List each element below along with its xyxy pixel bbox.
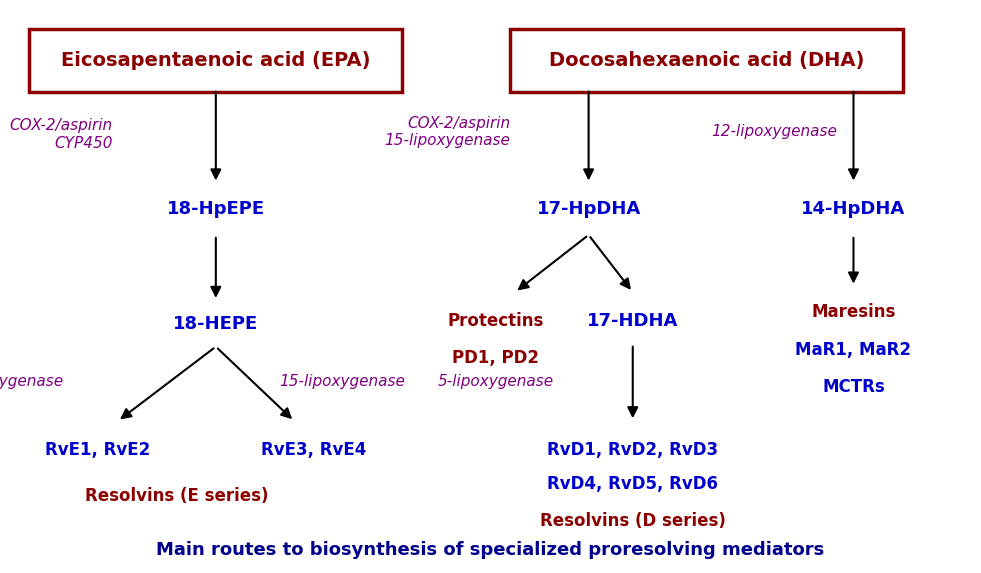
Text: 12-lipoxygenase: 12-lipoxygenase	[711, 124, 837, 139]
Text: RvD4, RvD5, RvD6: RvD4, RvD5, RvD6	[547, 475, 718, 493]
Text: 15-lipoxygenase: 15-lipoxygenase	[280, 374, 405, 388]
Text: 14-HpDHA: 14-HpDHA	[801, 200, 905, 218]
Text: Docosahexaenoic acid (DHA): Docosahexaenoic acid (DHA)	[548, 50, 864, 70]
Text: RvD1, RvD2, RvD3: RvD1, RvD2, RvD3	[547, 441, 718, 459]
Text: COX-2/aspirin
15-lipoxygenase: COX-2/aspirin 15-lipoxygenase	[385, 116, 510, 148]
Text: MCTRs: MCTRs	[822, 378, 885, 396]
Text: MaR1, MaR2: MaR1, MaR2	[796, 340, 911, 359]
Text: 17-HpDHA: 17-HpDHA	[537, 200, 641, 218]
Text: RvE3, RvE4: RvE3, RvE4	[261, 441, 367, 459]
Text: Protectins: Protectins	[447, 312, 543, 330]
Text: Eicosapentaenoic acid (EPA): Eicosapentaenoic acid (EPA)	[61, 50, 371, 70]
Text: PD1, PD2: PD1, PD2	[452, 349, 539, 367]
Text: 17-HDHA: 17-HDHA	[587, 312, 679, 330]
Text: Resolvins (D series): Resolvins (D series)	[540, 512, 726, 531]
Text: COX-2/aspirin
CYP450: COX-2/aspirin CYP450	[10, 119, 113, 151]
FancyBboxPatch shape	[29, 29, 402, 92]
Text: 5-lipoxygenase: 5-lipoxygenase	[439, 374, 554, 388]
Text: RvE1, RvE2: RvE1, RvE2	[45, 441, 151, 459]
Text: Main routes to biosynthesis of specialized proresolving mediators: Main routes to biosynthesis of specializ…	[156, 541, 825, 559]
FancyBboxPatch shape	[510, 29, 903, 92]
Text: 18-HpEPE: 18-HpEPE	[167, 200, 265, 218]
Text: 18-HEPE: 18-HEPE	[174, 315, 258, 333]
Text: Maresins: Maresins	[811, 303, 896, 321]
Text: 5-lipoxygenase: 5-lipoxygenase	[0, 374, 64, 388]
Text: Resolvins (E series): Resolvins (E series)	[84, 486, 269, 505]
